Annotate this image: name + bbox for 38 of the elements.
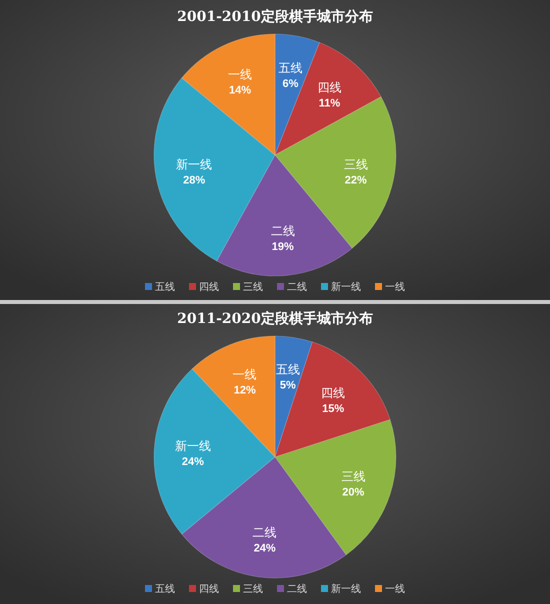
chart-title: 2001-2010定段棋手城市分布	[177, 8, 373, 25]
chart-title: 2011-2020定段棋手城市分布	[177, 310, 373, 327]
data-label: 28%	[183, 174, 206, 186]
legend-label: 二线	[287, 281, 307, 293]
legend-label: 二线	[287, 583, 307, 595]
legend-label: 三线	[243, 583, 263, 595]
data-label: 15%	[322, 402, 344, 415]
data-label: 24%	[182, 456, 204, 468]
category-label: 新一线	[331, 584, 361, 595]
legend-label: 五线	[155, 281, 175, 293]
slice-label: 四线	[321, 386, 346, 400]
legend-label: 一线	[385, 583, 405, 595]
slice-label: 四线	[317, 80, 342, 94]
data-label: 5%	[280, 380, 296, 392]
slice-label: 新一线	[174, 438, 211, 453]
data-label: 20%	[342, 486, 364, 498]
slice-label: 二线	[252, 526, 277, 540]
data-label: 11%	[318, 97, 340, 110]
slice-label: 一线	[228, 68, 252, 82]
category-label: 新一线	[331, 282, 361, 293]
data-label: 6%	[282, 78, 299, 90]
slice-label: 新一线	[176, 157, 212, 172]
legend-label: 五线	[155, 583, 175, 595]
slice-label: 五线	[278, 61, 302, 76]
data-label: 24%	[254, 542, 276, 555]
slice-label: 五线	[276, 362, 300, 377]
slice-label: 一线	[232, 368, 257, 382]
legend-label: 四线	[199, 583, 219, 595]
slice-label: 二线	[270, 224, 295, 238]
slice-label: 三线	[341, 469, 366, 484]
legend-label: 三线	[243, 281, 263, 293]
legend-label: 一线	[385, 281, 405, 293]
data-label: 22%	[344, 174, 368, 186]
data-label: 19%	[272, 240, 294, 253]
legend-label: 四线	[199, 281, 219, 293]
slice-label: 三线	[344, 157, 368, 172]
data-label: 12%	[234, 384, 256, 396]
data-label: 14%	[228, 84, 252, 97]
